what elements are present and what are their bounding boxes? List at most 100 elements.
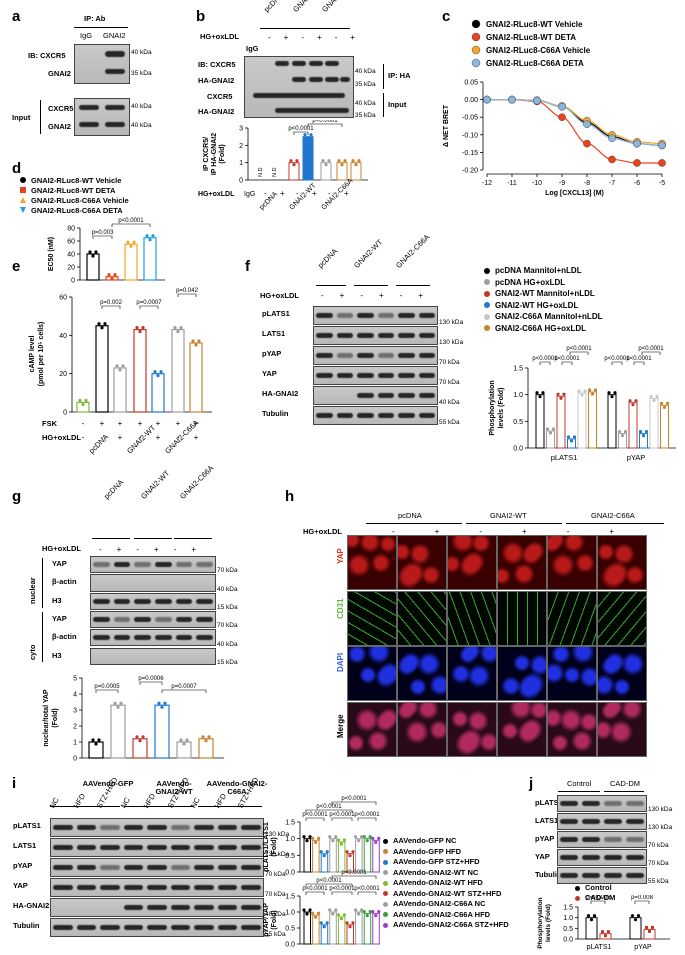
- bar: [629, 917, 642, 940]
- band: [100, 845, 120, 850]
- data-point: [148, 238, 152, 242]
- x-tick-label: -7: [609, 180, 615, 187]
- y-tick-label: 0.05: [464, 80, 478, 87]
- p-value-label: p<0.0001: [329, 812, 355, 818]
- row-label: YAP: [13, 881, 28, 890]
- x-tick-label: pLATS1: [587, 944, 612, 951]
- bar: [320, 924, 329, 945]
- legend-marker: [484, 279, 490, 286]
- bar: [86, 253, 100, 281]
- data-point: [368, 835, 372, 839]
- sign: +: [154, 545, 159, 554]
- chart-e: 0 20 40 60 cAMP level (pmol per 10⁵ cells) p=0…: [29, 288, 212, 455]
- data-point: [658, 141, 666, 150]
- mw-label: 130 kDa: [648, 824, 673, 831]
- legend-item: pcDNA HG+oxLDL: [484, 278, 602, 287]
- row-label: H3: [52, 595, 62, 605]
- p-value-label: p=0.0005: [94, 684, 120, 690]
- y-tick-label: 80: [67, 226, 75, 233]
- y-tick-label: 60: [67, 239, 75, 246]
- band: [582, 837, 600, 842]
- sign: -: [82, 419, 85, 428]
- sign: -: [268, 33, 271, 42]
- bar: [113, 367, 127, 413]
- sign: +: [434, 527, 440, 536]
- significance-bracket: [633, 361, 645, 365]
- band: [147, 865, 167, 870]
- bar: [643, 928, 656, 940]
- band: [134, 598, 151, 604]
- mw-label: 70 kDa: [648, 860, 669, 867]
- bar: [346, 924, 354, 945]
- data-point: [141, 325, 145, 330]
- legend-item: AAVendo-GNAI2-WT STZ+HFD: [383, 889, 509, 898]
- data-point: [662, 405, 667, 409]
- data-point: [337, 159, 341, 163]
- micrograph-tile: [397, 535, 447, 590]
- micrograph-tile: [597, 590, 647, 646]
- p-value-label: p=0.0005: [585, 895, 611, 901]
- y-tick-label: 1: [239, 160, 243, 167]
- row-label: IB: CXCR5: [28, 51, 66, 60]
- bar: [303, 838, 311, 873]
- data-point: [78, 398, 82, 403]
- legend-label: AAVendo-GNAI2-WT STZ+HFD: [393, 888, 502, 898]
- band: [241, 865, 261, 870]
- blot-strip: [50, 898, 264, 917]
- data-point: [336, 913, 340, 917]
- chart-f: 0.0 0.5 1.0 1.5 Phosphorylation levels (Fold)…: [489, 346, 676, 462]
- data-point: [303, 133, 307, 137]
- group-label: pcDNA: [258, 191, 279, 212]
- panel-label-d: d: [12, 160, 22, 177]
- fraction-label: nuclear: [28, 577, 37, 604]
- data-point: [351, 921, 355, 925]
- row-label: HA-GNAI2: [262, 389, 299, 398]
- sign-row: - + - + - +: [268, 33, 355, 42]
- data-point: [126, 240, 130, 244]
- band: [582, 819, 600, 824]
- sign: -: [328, 189, 331, 198]
- band: [336, 333, 353, 338]
- sign-row: - + - + - +: [99, 545, 196, 554]
- micrograph-tile: [547, 590, 597, 646]
- band: [217, 885, 238, 890]
- y-tick-label: 0: [73, 756, 77, 763]
- legend-marker: [383, 859, 388, 865]
- data-point: [100, 326, 104, 330]
- lane-label: GNAI2: [103, 31, 126, 40]
- sign: +: [522, 527, 527, 536]
- data-point: [107, 273, 111, 277]
- band: [241, 905, 261, 910]
- data-point: [569, 439, 574, 443]
- panel-label-g: g: [12, 488, 22, 505]
- blot-strip: [90, 592, 216, 610]
- bar: [303, 911, 311, 945]
- band: [316, 373, 333, 378]
- micrograph-tile: [347, 535, 397, 590]
- y-tick-label: 4: [73, 692, 77, 699]
- lane-label: NC: [188, 795, 202, 810]
- significance-bracket: [307, 123, 343, 127]
- mw-label: 40 kDa: [131, 103, 152, 110]
- data-point: [365, 914, 369, 918]
- band: [196, 598, 213, 604]
- band: [217, 845, 238, 850]
- mw-label: 40 kDa: [439, 399, 460, 406]
- data-point: [583, 139, 591, 148]
- panel-label-j: j: [529, 775, 534, 792]
- legend-item: GNAI2-WT HG+oxLDL: [484, 301, 602, 310]
- blot-strip: [50, 858, 264, 877]
- data-point: [533, 96, 541, 105]
- legend-label: Control: [585, 883, 612, 892]
- band: [418, 413, 435, 418]
- x-tick-label: -8: [584, 180, 590, 187]
- group-label: pcDNA: [87, 432, 110, 455]
- row-label: pLATS1: [535, 798, 563, 807]
- data-point: [339, 842, 343, 846]
- data-point: [538, 395, 542, 399]
- legend-item: AAVendo-GNAI2-C66A STZ+HFD: [383, 920, 509, 929]
- legend-label: GNAI2-RLuc8-C66A Vehicle: [31, 196, 129, 205]
- band: [134, 635, 151, 641]
- bar: [535, 394, 545, 449]
